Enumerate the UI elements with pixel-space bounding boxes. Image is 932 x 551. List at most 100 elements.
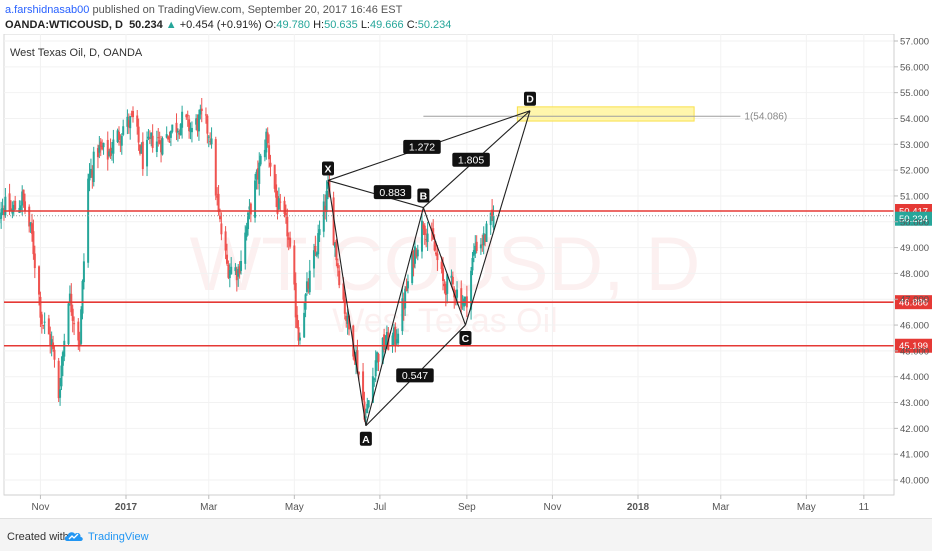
candle-body: [49, 334, 52, 346]
candle-body: [73, 323, 76, 325]
candle: [155, 130, 158, 158]
candle-body: [22, 189, 25, 202]
candle-body: [404, 288, 407, 309]
candle-body: [245, 226, 248, 237]
plot-area: [3, 34, 895, 496]
candle: [318, 220, 321, 242]
candle: [317, 224, 320, 259]
target-zone[interactable]: [516, 106, 695, 122]
candle: [53, 346, 56, 368]
candle-body: [381, 337, 384, 364]
open-label: O:: [264, 19, 277, 31]
candle-body: [150, 132, 153, 139]
candle-body: [235, 270, 238, 281]
pattern-leg-xa[interactable]: [327, 180, 367, 426]
candle: [43, 312, 46, 334]
candle: [263, 139, 266, 162]
level-price-tag: [895, 338, 932, 353]
candle-body: [373, 378, 376, 381]
candle: [99, 137, 102, 157]
candle: [22, 189, 25, 208]
candle-body: [254, 180, 257, 218]
tradingview-cloud-icon[interactable]: [64, 529, 84, 543]
candle: [224, 226, 227, 260]
candle-body: [120, 136, 123, 146]
author-link[interactable]: a.farshidnasab00: [5, 4, 90, 16]
candle: [207, 134, 210, 148]
last-price-label: 50.234: [899, 214, 928, 225]
candle: [120, 133, 123, 155]
candle: [314, 235, 317, 257]
y-tick-label: 43.000: [900, 398, 929, 409]
candle-body: [81, 280, 84, 314]
candle-body: [263, 149, 266, 158]
candle-body: [402, 301, 405, 310]
candle-body: [269, 162, 272, 167]
x-tick-label: Sep: [458, 502, 476, 513]
candle-body: [130, 113, 133, 115]
candle: [8, 183, 11, 216]
candle: [101, 139, 104, 151]
pattern-leg-bc[interactable]: [422, 207, 466, 326]
candle-body: [158, 140, 161, 144]
chart-title: West Texas Oil, D, OANDA: [10, 47, 143, 59]
candle: [190, 121, 193, 143]
candle-body: [353, 353, 356, 362]
candle: [412, 249, 415, 277]
candle-body: [305, 281, 308, 292]
candle-body: [461, 302, 464, 305]
candle: [167, 135, 170, 142]
candle-body: [63, 340, 66, 357]
candle-body: [178, 133, 181, 135]
candle: [423, 223, 426, 245]
candle-body: [479, 244, 482, 249]
candle: [254, 173, 257, 223]
candle-body: [357, 371, 360, 375]
candle: [204, 107, 207, 124]
candle: [81, 279, 84, 320]
pattern-leg-cd[interactable]: [464, 110, 531, 326]
candle-body: [40, 314, 43, 325]
ratio-label: 0.883: [379, 187, 405, 199]
candle: [87, 173, 90, 268]
candle-body: [256, 168, 259, 180]
candle: [346, 309, 349, 335]
candle: [307, 278, 310, 294]
candle-body: [286, 216, 289, 237]
candle: [230, 257, 233, 275]
candle-body: [275, 184, 278, 198]
candle-body: [29, 222, 32, 226]
change-value: +0.454 (+0.91%): [179, 19, 262, 31]
candle: [33, 245, 36, 279]
level-price-label: 46.886: [899, 298, 928, 309]
candle: [189, 122, 192, 140]
quote-line: OANDA:WTICOUSD, D 50.234 ▲ +0.454 (+0.91…: [5, 19, 451, 31]
candle: [178, 129, 181, 139]
candle: [0, 201, 3, 229]
candle-body: [228, 269, 231, 279]
candle: [112, 129, 115, 164]
candle-body: [296, 314, 299, 328]
candle-body: [87, 178, 90, 263]
candle-body: [185, 114, 188, 118]
y-tick-label: 42.000: [900, 424, 929, 435]
candle-body: [451, 276, 454, 285]
pattern-point-label: X: [324, 163, 331, 175]
candle: [436, 245, 439, 271]
x-tick-label: 11: [859, 502, 870, 513]
candle: [343, 291, 346, 320]
candle: [336, 258, 339, 277]
candle-body: [383, 334, 386, 351]
pattern-leg-ab[interactable]: [365, 207, 424, 426]
candle: [88, 163, 91, 192]
candle-body: [298, 337, 301, 341]
candle-body: [99, 141, 102, 147]
candle: [303, 302, 306, 338]
candle-body: [392, 327, 395, 337]
tradingview-brand[interactable]: TradingView: [88, 531, 149, 543]
candle-body: [57, 360, 60, 399]
candle: [426, 221, 429, 251]
candle: [472, 243, 475, 263]
